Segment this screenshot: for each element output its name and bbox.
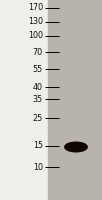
Text: 35: 35 [33, 95, 43, 104]
Text: 25: 25 [33, 114, 43, 123]
Bar [48, 0, 102, 200]
Text: 130: 130 [28, 17, 43, 26]
Text: 40: 40 [33, 83, 43, 92]
Text: 10: 10 [33, 162, 43, 171]
Text: 100: 100 [28, 31, 43, 40]
Text: 15: 15 [33, 141, 43, 150]
Text: 55: 55 [33, 64, 43, 73]
Bar [0, 0, 48, 200]
Ellipse shape [65, 142, 87, 152]
Text: 70: 70 [33, 48, 43, 57]
Text: 170: 170 [28, 3, 43, 12]
